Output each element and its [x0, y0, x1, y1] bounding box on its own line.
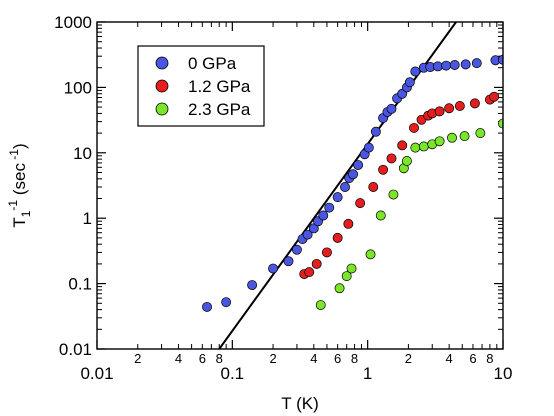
- y-axis-label-part: 1: [19, 210, 33, 217]
- data-point-series-1: [454, 101, 465, 111]
- data-point-series-2: [375, 210, 386, 221]
- x-minor-tick-label: 8: [216, 351, 223, 366]
- data-point-series-0: [324, 202, 335, 213]
- y-tick-label: 100: [64, 78, 92, 97]
- x-axis-label: T (K): [281, 394, 318, 413]
- y-tick-label: 0.01: [59, 340, 92, 359]
- data-point-series-2: [315, 300, 326, 310]
- data-point-series-0: [460, 59, 471, 70]
- data-point-series-0: [370, 126, 381, 137]
- x-minor-tick-label: 2: [134, 351, 141, 366]
- data-point-series-1: [304, 267, 315, 278]
- legend-label: 1.2 GPa: [188, 77, 251, 96]
- data-point-series-1: [444, 103, 455, 114]
- data-point-series-1: [386, 153, 397, 164]
- x-minor-tick-label: 8: [351, 351, 358, 366]
- x-minor-tick-label: 8: [486, 351, 493, 366]
- data-point-series-0: [302, 229, 313, 240]
- data-point-series-0: [353, 160, 364, 170]
- data-point-series-0: [332, 192, 343, 203]
- data-point-series-0: [340, 182, 350, 192]
- legend: 0 GPa 1.2 GPa 2.3 GPa: [137, 45, 265, 127]
- x-minor-tick-label: 4: [310, 351, 317, 366]
- x-minor-tick-label: 6: [199, 351, 206, 366]
- x-minor-tick-label: 2: [405, 351, 412, 366]
- data-point-series-0: [202, 301, 212, 312]
- data-point-series-0: [441, 60, 452, 71]
- data-point-series-0: [247, 280, 258, 291]
- y-axis-label-part: -1: [6, 200, 20, 211]
- data-point-series-1: [355, 198, 366, 209]
- data-point-series-0: [318, 210, 329, 221]
- legend-label: 0 GPa: [188, 54, 237, 73]
- data-point-series-2: [410, 142, 421, 153]
- plot-area: [202, 22, 503, 349]
- data-point-series-0: [291, 244, 302, 255]
- data-point-series-2: [401, 156, 412, 166]
- data-point-series-2: [459, 131, 470, 142]
- data-point-series-2: [334, 283, 345, 294]
- data-point-series-2: [346, 263, 357, 274]
- data-point-series-2: [418, 141, 429, 152]
- data-point-series-1: [368, 182, 379, 192]
- data-point-series-1: [332, 232, 343, 243]
- data-point-series-0: [348, 169, 359, 180]
- x-minor-tick-label: 6: [469, 351, 476, 366]
- data-point-series-1: [343, 218, 354, 229]
- y-tick-label: 1000: [54, 13, 92, 32]
- data-point-series-2: [341, 271, 352, 282]
- data-points: [202, 54, 503, 312]
- data-point-series-1: [378, 164, 389, 175]
- data-point-series-0: [449, 60, 460, 70]
- data-point-series-1: [409, 122, 419, 133]
- y-axis-label-part: T: [10, 217, 29, 227]
- data-point-series-2: [475, 128, 486, 139]
- x-tick-label: 1: [363, 364, 372, 383]
- legend-marker: [155, 102, 169, 116]
- x-tick-label: 0.01: [80, 364, 113, 383]
- data-point-series-2: [388, 189, 399, 200]
- y-tick-label: 0.1: [68, 275, 92, 294]
- y-axis-label: T1-1 (sec -1): [6, 143, 33, 227]
- legend-label: 2.3 GPa: [188, 100, 251, 119]
- data-point-series-1: [397, 140, 408, 151]
- plot-frame: [96, 21, 504, 350]
- data-point-series-1: [321, 247, 332, 258]
- y-tick-label: 1: [83, 209, 92, 228]
- y-axis-label-part: (sec: [10, 163, 29, 200]
- y-axis-label-part: -1: [7, 149, 21, 163]
- fit-line-group: [218, 22, 457, 349]
- fit-line: [218, 22, 457, 349]
- data-point-series-0: [471, 58, 482, 69]
- data-point-series-2: [447, 132, 457, 143]
- x-minor-tick-label: 4: [175, 351, 182, 366]
- data-point-series-0: [283, 256, 294, 267]
- y-tick-label: 10: [73, 144, 92, 163]
- data-point-series-0: [404, 77, 415, 88]
- y-axis-label-part: ): [10, 143, 29, 149]
- x-tick-label: 0.1: [221, 364, 245, 383]
- x-tick-label: 10: [494, 364, 513, 383]
- legend-marker: [155, 79, 169, 93]
- data-point-series-0: [221, 297, 232, 308]
- data-point-series-0: [386, 103, 397, 114]
- data-point-series-0: [432, 61, 443, 72]
- x-minor-tick-label: 4: [446, 351, 453, 366]
- data-point-series-1: [469, 98, 480, 109]
- data-point-series-0: [410, 66, 421, 77]
- data-point-series-1: [434, 106, 445, 117]
- data-point-series-1: [311, 258, 322, 269]
- data-point-series-2: [434, 136, 445, 147]
- data-point-series-0: [308, 223, 319, 234]
- data-point-series-1: [489, 91, 500, 102]
- data-point-series-0: [268, 263, 279, 274]
- x-minor-tick-label: 6: [334, 351, 341, 366]
- x-minor-tick-label: 2: [269, 351, 276, 366]
- data-point-series-2: [365, 249, 376, 260]
- legend-marker: [155, 56, 169, 70]
- data-point-series-0: [363, 142, 374, 153]
